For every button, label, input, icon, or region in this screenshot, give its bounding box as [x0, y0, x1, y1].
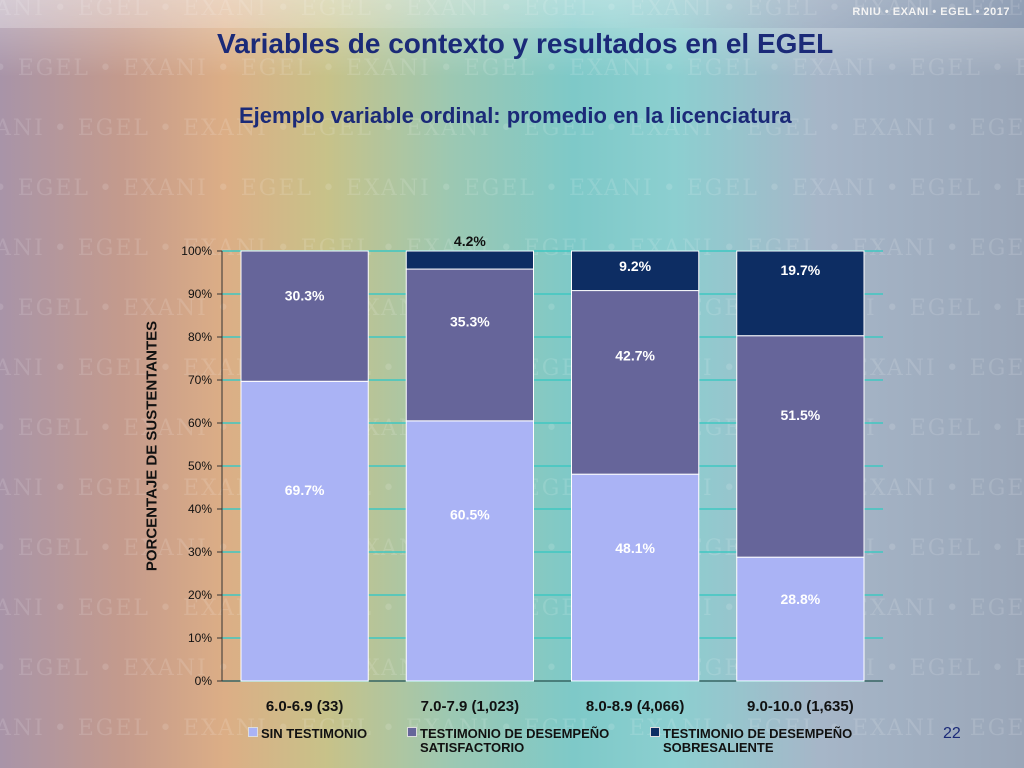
- top-band: [0, 0, 1024, 28]
- x-tick-label: 9.0-10.0 (1,635): [747, 698, 854, 715]
- data-label: 60.5%: [450, 507, 490, 523]
- legend-item-sobresaliente: TESTIMONIO DE DESEMPEÑO SOBRESALIENTE: [650, 727, 873, 755]
- bar-segment: [405, 420, 534, 682]
- y-tick-label: 30%: [188, 545, 212, 559]
- x-tick-label: 6.0-6.9 (33): [266, 698, 344, 715]
- bar-segment: [736, 556, 865, 682]
- legend-item-satisfactorio: TESTIMONIO DE DESEMPEÑO SATISFACTORIO: [407, 727, 630, 755]
- y-tick-label: 20%: [188, 588, 212, 602]
- bar-segment: [240, 380, 369, 682]
- data-label: 28.8%: [781, 591, 821, 607]
- bar-segment: [405, 268, 534, 422]
- data-label: 69.7%: [285, 482, 325, 498]
- y-tick-label: 0%: [195, 674, 213, 688]
- data-label: 30.3%: [285, 288, 325, 304]
- y-tick-label: 90%: [188, 287, 212, 301]
- legend-label: SIN TESTIMONIO: [261, 726, 368, 741]
- chart-legend: SIN TESTIMONIO TESTIMONIO DE DESEMPEÑO S…: [248, 727, 888, 761]
- y-tick-label: 100%: [181, 244, 212, 258]
- y-tick-label: 10%: [188, 631, 212, 645]
- data-label: 51.5%: [781, 407, 821, 423]
- data-label: 35.3%: [450, 314, 490, 330]
- y-tick-label: 70%: [188, 373, 212, 387]
- y-tick-label: 80%: [188, 330, 212, 344]
- data-label: 4.2%: [454, 233, 486, 249]
- legend-swatch-sin-testimonio: [248, 727, 258, 737]
- data-label: 19.7%: [781, 262, 821, 278]
- slide-subtitle: Ejemplo variable ordinal: promedio en la…: [239, 103, 792, 128]
- page-number: 22: [943, 725, 961, 742]
- bar-segment: [405, 250, 534, 270]
- legend-swatch-sobresaliente: [650, 727, 660, 737]
- brand-header: RNIU • EXANI • EGEL • 2017: [852, 6, 1010, 18]
- bar-segment: [571, 290, 700, 475]
- legend-label: TESTIMONIO DE DESEMPEÑO SATISFACTORIO: [420, 726, 610, 755]
- data-label: 48.1%: [615, 540, 655, 556]
- y-tick-label: 40%: [188, 502, 212, 516]
- legend-label: TESTIMONIO DE DESEMPEÑO SOBRESALIENTE: [663, 726, 853, 755]
- y-tick-label: 50%: [188, 459, 212, 473]
- y-tick-label: 60%: [188, 416, 212, 430]
- bar-segment: [571, 473, 700, 682]
- legend-item-sin-testimonio: SIN TESTIMONIO: [248, 727, 367, 741]
- bar-segment: [571, 250, 700, 292]
- bar-segment: [736, 335, 865, 558]
- x-tick-label: 8.0-8.9 (4,066): [586, 698, 684, 715]
- legend-swatch-satisfactorio: [407, 727, 417, 737]
- slide-title: Variables de contexto y resultados en el…: [217, 28, 834, 59]
- x-tick-label: 7.0-7.9 (1,023): [421, 698, 519, 715]
- bar-segment: [736, 250, 865, 337]
- data-label: 9.2%: [619, 258, 651, 274]
- bar-segment: [240, 250, 369, 382]
- data-label: 42.7%: [615, 347, 655, 363]
